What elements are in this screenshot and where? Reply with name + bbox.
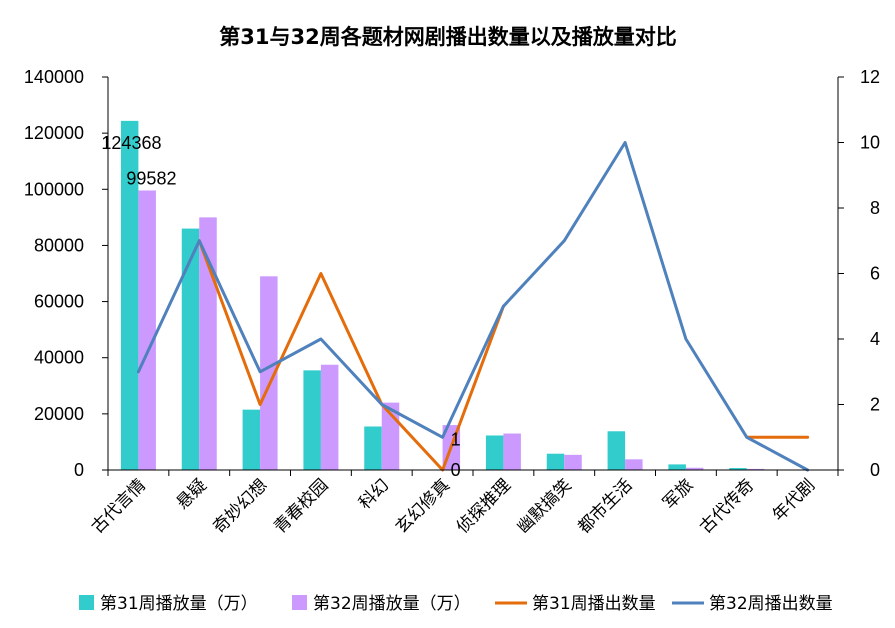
bar-series-1	[485, 435, 504, 470]
data-label: 99582	[126, 168, 176, 188]
left-axis-tick-label: 40000	[34, 348, 84, 368]
bar-series-1	[242, 409, 261, 470]
data-label: 1	[451, 429, 461, 449]
bar-series-2	[746, 468, 765, 470]
data-label: 0	[451, 460, 461, 480]
legend-swatch-series-2	[292, 595, 307, 610]
data-label: 124368	[101, 133, 161, 153]
x-axis-category-label: 都市生活	[574, 475, 636, 537]
bar-series-1	[607, 431, 626, 470]
bar-series-2	[625, 459, 643, 470]
x-axis-category-label: 玄幻修真	[392, 475, 454, 537]
x-axis-category-label: 悬疑	[173, 475, 211, 513]
bar-series-1	[120, 120, 139, 470]
bar-series-2	[138, 190, 156, 470]
right-axis-tick-label: 4	[870, 329, 880, 349]
left-axis-tick-label: 100000	[24, 179, 84, 199]
left-axis-tick-label: 120000	[24, 123, 84, 143]
left-axis-tick-label: 0	[74, 460, 84, 480]
bar-series-2	[199, 217, 217, 470]
right-axis-tick-label: 2	[870, 395, 880, 415]
right-axis-tick-label: 12	[860, 67, 880, 87]
right-axis-tick-label: 6	[870, 264, 880, 284]
left-axis-tick-label: 60000	[34, 292, 84, 312]
line-series-4	[136, 141, 810, 472]
chart-title: 第31与32周各题材网剧播出数量以及播放量对比	[219, 25, 676, 49]
legend-label-series-1: 第31周播放量（万）	[100, 594, 258, 614]
x-axis-category-label: 科幻	[355, 475, 393, 513]
x-axis-category-label: 幽默搞笑	[514, 475, 576, 537]
bar-series-1	[303, 370, 321, 470]
bar-series-2	[260, 276, 278, 470]
left-axis-tick-label: 20000	[34, 404, 84, 424]
right-axis-tick-label: 0	[870, 460, 880, 480]
bar-series-1	[546, 453, 565, 470]
x-axis-category-label: 古代传奇	[696, 475, 758, 537]
legend-swatch-series-1	[79, 595, 94, 610]
legend-label-series-4: 第32周播出数量	[709, 594, 833, 614]
legend-label-series-2: 第32周播放量（万）	[313, 594, 471, 614]
bar-series-1	[364, 426, 382, 470]
x-axis-category-label: 奇妙幻想	[209, 475, 271, 537]
bar-series-1	[181, 228, 200, 470]
right-axis-tick-label: 8	[870, 198, 880, 218]
x-axis-category-label: 军旅	[659, 475, 697, 513]
left-axis-tick-label: 140000	[24, 67, 84, 87]
x-axis-category-label: 古代言情	[88, 475, 150, 537]
bar-series-1	[668, 464, 686, 470]
x-axis-category-label: 青春校园	[270, 475, 332, 537]
bar-series-2	[564, 454, 582, 470]
line-series-3	[197, 239, 810, 472]
bar-series-2	[320, 364, 339, 470]
legend-label-series-3: 第31周播出数量	[532, 594, 656, 614]
bar-series-2	[503, 433, 521, 470]
x-axis-category-label: 年代剧	[769, 475, 819, 525]
x-axis-category-label: 侦探推理	[453, 475, 515, 537]
bar-series-2	[685, 467, 704, 470]
left-axis-tick-label: 80000	[34, 235, 84, 255]
right-axis-tick-label: 10	[860, 133, 880, 153]
bar-series-1	[729, 468, 747, 470]
